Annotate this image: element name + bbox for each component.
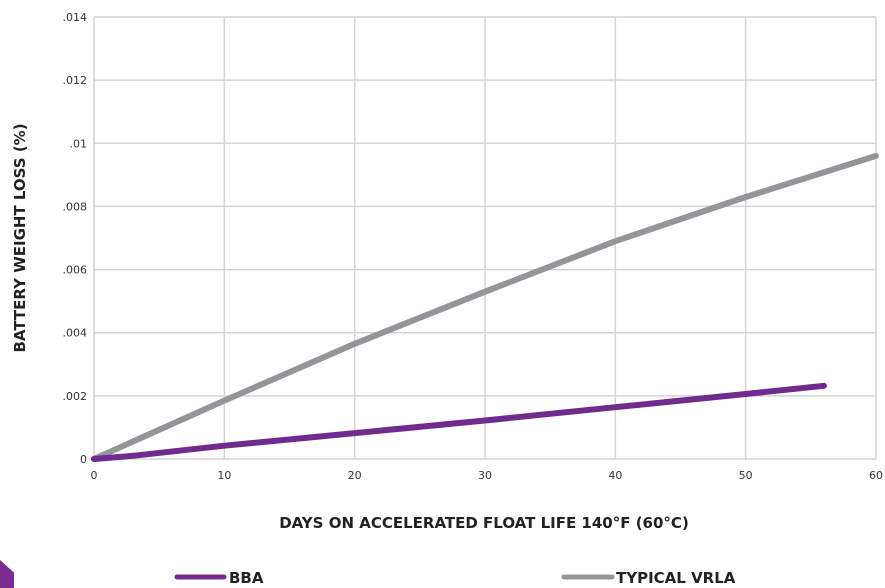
y-axis-title: BATTERY WEIGHT LOSS (%) (11, 123, 29, 352)
series-line-bba (91, 382, 827, 462)
legend-label-typical-vrla: TYPICAL VRLA (616, 569, 736, 587)
y-tick-label: 0 (80, 453, 87, 466)
x-tick-label: 10 (217, 469, 231, 482)
x-tick-label: 40 (608, 469, 622, 482)
y-tick-label: .01 (70, 137, 88, 150)
x-tick-label: 0 (91, 469, 98, 482)
x-axis-title: DAYS ON ACCELERATED FLOAT LIFE 140°F (60… (279, 514, 689, 532)
x-tick-label: 20 (348, 469, 362, 482)
x-tick-label: 30 (478, 469, 492, 482)
y-tick-label: .002 (63, 390, 88, 403)
y-tick-label: .004 (63, 327, 88, 340)
legend-label-bba: BBA (229, 569, 264, 587)
x-tick-label: 50 (739, 469, 753, 482)
y-tick-label: .014 (63, 11, 88, 24)
x-tick-label: 60 (869, 469, 883, 482)
grid-lines (93, 16, 877, 460)
y-tick-labels: 0 .002 .004 .006 .008 .01 .012 .014 (63, 11, 88, 466)
x-tick-labels: 0 10 20 30 40 50 60 (91, 469, 884, 482)
series-lines (91, 152, 879, 462)
series-line-typical-vrla (91, 152, 879, 462)
legend: BBA TYPICAL VRLA (174, 569, 736, 587)
y-tick-label: .008 (63, 200, 88, 213)
y-tick-label: .012 (63, 74, 88, 87)
y-tick-label: .006 (63, 264, 88, 277)
